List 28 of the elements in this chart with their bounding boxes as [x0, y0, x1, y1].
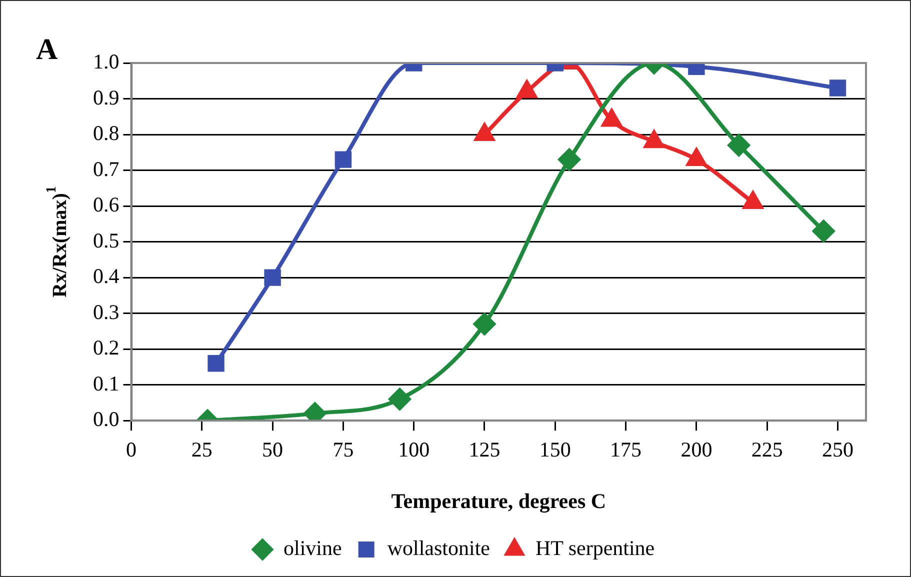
x-tick-label: 150	[539, 438, 571, 462]
chart-title: A	[36, 33, 58, 66]
x-tick-label: 125	[468, 438, 500, 462]
x-tick-label: 175	[610, 438, 642, 462]
x-tick-label: 100	[398, 438, 430, 462]
x-tick-label: 225	[751, 438, 783, 462]
y-tick-label: 0.0	[93, 407, 120, 432]
y-tick-label: 0.2	[93, 336, 120, 360]
y-tick-label: 0.5	[93, 228, 120, 252]
legend-label: olivine	[283, 536, 342, 560]
y-tick-label: 0.3	[93, 300, 120, 324]
y-tick-label: 1.0	[93, 50, 120, 74]
y-tick-label: 0.4	[93, 264, 120, 288]
x-tick-label: 75	[332, 438, 354, 462]
y-tick-label: 0.1	[93, 371, 120, 396]
x-tick-label: 25	[191, 438, 212, 462]
legend-label: wollastonite	[387, 536, 490, 560]
x-tick-label: 0	[126, 438, 136, 462]
x-axis-title: Temperature, degrees C	[391, 488, 606, 513]
y-tick-label: 0.6	[93, 192, 120, 217]
y-tick-label: 0.8	[93, 121, 120, 146]
y-axis-title: Rx/Rx(max)1	[44, 186, 72, 298]
x-tick-label: 250	[822, 438, 854, 462]
y-tick-label: 0.7	[93, 156, 120, 181]
x-tick-label: 50	[262, 438, 284, 462]
y-tick-label: 0.9	[93, 85, 120, 110]
x-tick-label: 200	[680, 438, 712, 462]
legend-label: HT serpentine	[535, 536, 655, 560]
